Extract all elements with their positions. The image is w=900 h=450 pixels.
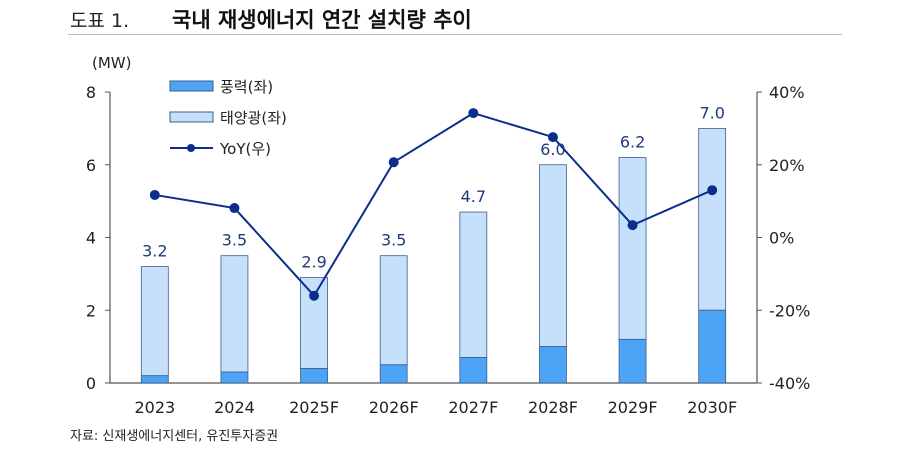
- bar-wind: [539, 346, 567, 384]
- bar-wind: [220, 371, 249, 384]
- bar-solar: [220, 255, 249, 373]
- bar-wind: [300, 368, 328, 384]
- yoy-point: [388, 157, 399, 168]
- left-tick-label: 6: [86, 156, 96, 175]
- bar-solar: [300, 277, 328, 369]
- total-label: 6.0: [540, 140, 565, 159]
- total-label: 3.5: [381, 231, 406, 250]
- x-tick-label: 2027F: [448, 398, 498, 417]
- bar-solar: [618, 157, 647, 340]
- right-tick-label: 40%: [769, 83, 805, 102]
- yoy-point: [707, 185, 718, 196]
- legend-yoy-label: YoY(우): [219, 140, 271, 158]
- bar-wind: [618, 338, 647, 384]
- legend-yoy-marker: [187, 144, 195, 152]
- left-tick-label: 2: [86, 301, 96, 320]
- x-tick-label: 2023: [134, 398, 175, 417]
- chart-title: 국내 재생에너지 연간 설치량 추이: [172, 8, 472, 32]
- total-label: 7.0: [699, 103, 724, 122]
- title-rule: [68, 34, 842, 35]
- yoy-point: [229, 203, 240, 214]
- left-tick-label: 0: [86, 374, 96, 393]
- x-tick-label: 2029F: [608, 398, 658, 417]
- bar-solar: [140, 266, 169, 377]
- left-tick-label: 4: [86, 229, 96, 248]
- total-label: 3.2: [142, 242, 167, 261]
- legend-solar-label: 태양광(좌): [220, 109, 287, 127]
- right-tick-label: 20%: [769, 156, 805, 175]
- x-tick-label: 2028F: [528, 398, 578, 417]
- legend-wind-swatch: [169, 80, 214, 92]
- right-tick-label: 0%: [769, 229, 794, 248]
- yoy-point: [627, 220, 638, 231]
- total-label: 4.7: [461, 187, 486, 206]
- bar-wind: [698, 309, 727, 384]
- x-tick-label: 2026F: [369, 398, 419, 417]
- bar-solar: [459, 211, 488, 358]
- total-label: 6.2: [620, 132, 645, 151]
- bar-solar: [698, 127, 727, 311]
- bar-solar: [379, 255, 408, 366]
- figure-label: 도표 1.: [70, 10, 130, 32]
- bar-wind: [140, 375, 169, 384]
- total-label: 2.9: [301, 253, 326, 272]
- x-tick-label: 2025F: [289, 398, 339, 417]
- source-note: 자료: 신재생에너지센터, 유진투자증권: [70, 429, 279, 444]
- bar-wind: [459, 357, 488, 384]
- bar-wind: [379, 364, 408, 384]
- x-tick-label: 2030F: [687, 398, 737, 417]
- yoy-point: [309, 290, 320, 301]
- yoy-point: [547, 132, 558, 143]
- right-tick-label: -20%: [769, 301, 810, 320]
- total-label: 3.5: [222, 231, 247, 250]
- legend-wind-label: 풍력(좌): [220, 78, 273, 96]
- right-tick-label: -40%: [769, 374, 810, 393]
- x-tick-label: 2024: [214, 398, 255, 417]
- yoy-point: [468, 108, 479, 119]
- yoy-point: [149, 189, 160, 200]
- bar-solar: [539, 164, 567, 348]
- left-tick-label: 8: [86, 83, 96, 102]
- legend-solar-swatch: [169, 111, 214, 123]
- y-axis-label: (MW): [92, 54, 131, 72]
- yoy-line: [154, 112, 713, 298]
